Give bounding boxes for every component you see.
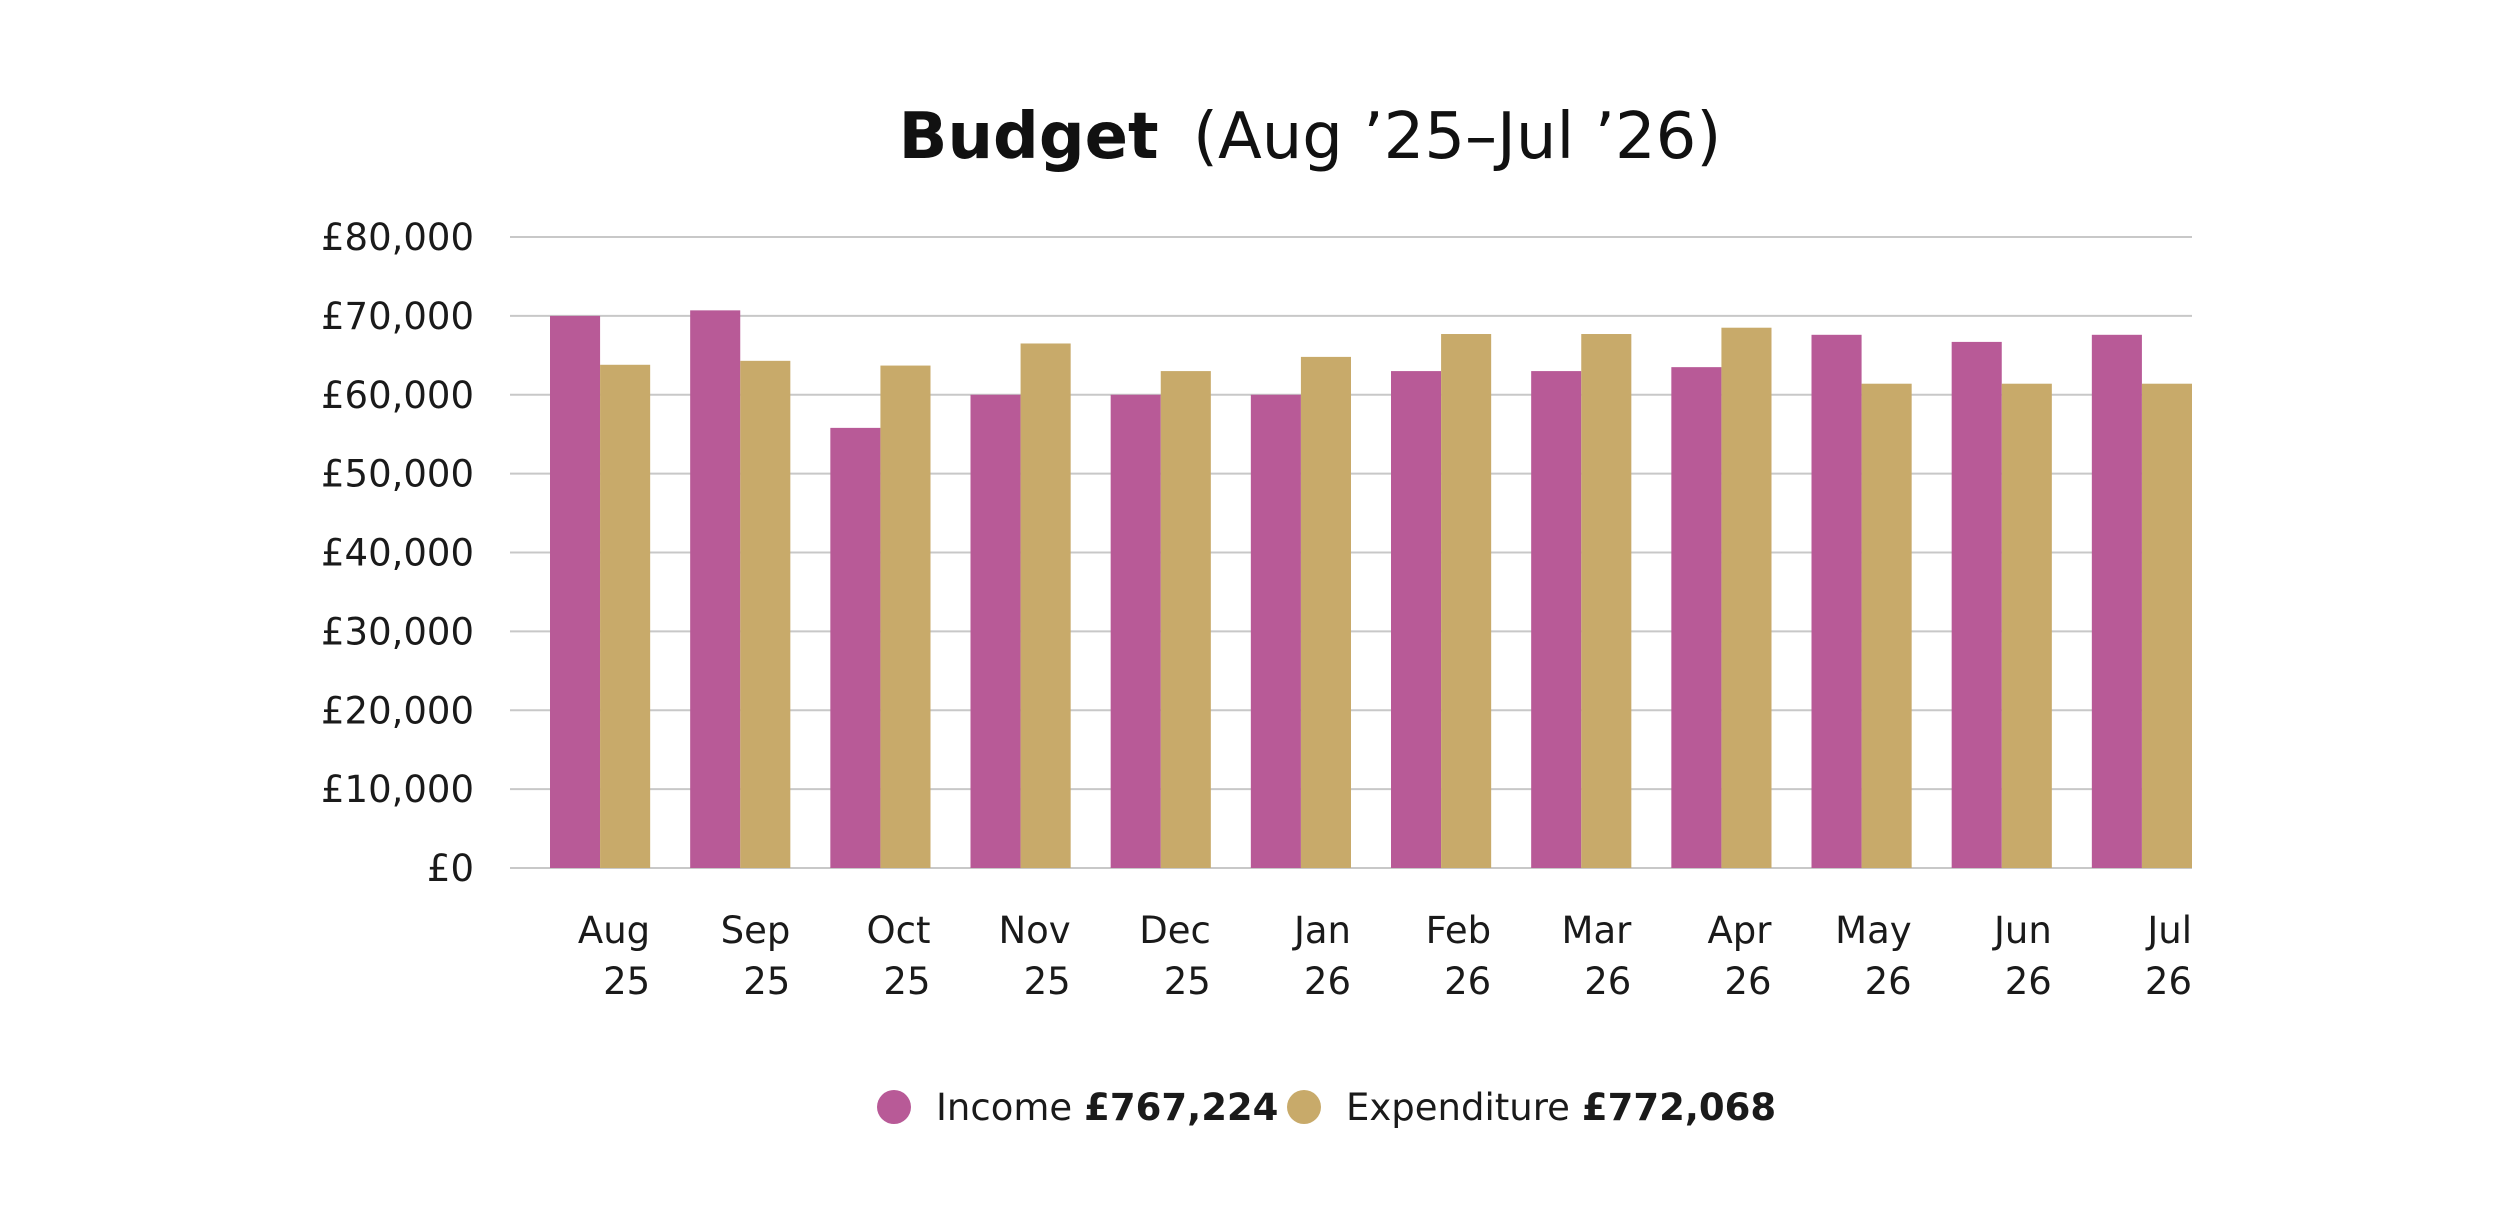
chart-title-main: Budget [899, 100, 1159, 174]
bar-expenditure [740, 360, 791, 868]
bar-income [970, 394, 1021, 868]
legend-marker-expenditure [1287, 1090, 1321, 1124]
bar-expenditure [600, 364, 651, 868]
x-tick-label: Jul 26 [2145, 909, 2192, 1003]
legend-marker-income [877, 1090, 911, 1124]
bar-expenditure [1300, 356, 1351, 868]
x-tick-label: Dec 25 [1139, 909, 1211, 1003]
x-tick-label: May 26 [1835, 909, 1912, 1003]
bar-expenditure [1160, 371, 1211, 868]
bar-expenditure [1861, 383, 1912, 868]
y-tick-label: £40,000 [321, 532, 474, 575]
x-tick-label: Apr 26 [1707, 909, 1772, 1003]
x-tick-label: Sep 25 [721, 909, 791, 1003]
bar-income [1671, 367, 1722, 868]
bar-income [690, 310, 741, 868]
bar-expenditure [880, 365, 931, 868]
bar-income [1110, 394, 1161, 868]
bars [550, 310, 2192, 868]
x-tick-label: Oct 25 [867, 909, 931, 1003]
x-tick-label: Mar 26 [1562, 909, 1633, 1003]
bar-expenditure [2141, 383, 2192, 868]
x-tick-label: Jan 26 [1292, 909, 1351, 1003]
bar-expenditure [1020, 343, 1071, 868]
bar-expenditure [1581, 334, 1632, 868]
y-tick-label: £0 [427, 847, 474, 890]
y-tick-label: £10,000 [321, 768, 474, 811]
bar-income [2091, 334, 2142, 868]
y-tick-label: £70,000 [321, 295, 474, 338]
x-tick-label: Nov 25 [998, 909, 1070, 1003]
bar-income [1951, 341, 2002, 868]
y-tick-label: £50,000 [321, 453, 474, 496]
bar-expenditure [1721, 327, 1772, 868]
bar-expenditure [2001, 383, 2052, 868]
bar-income [1531, 371, 1582, 868]
chart-title: Budget (Aug ’25–Jul ’26) [899, 100, 1722, 174]
x-tick-label: Jun 26 [1992, 909, 2052, 1003]
y-tick-label: £20,000 [321, 689, 474, 732]
bar-income [1811, 334, 1862, 868]
bar-income [1250, 394, 1301, 868]
legend: Income £767,224 Expenditure £772,068 [877, 1086, 1776, 1129]
x-tick-label: Feb 26 [1426, 909, 1492, 1003]
bar-expenditure [1441, 334, 1492, 868]
chart-title-range: (Aug ’25–Jul ’26) [1193, 100, 1721, 174]
y-tick-label: £60,000 [321, 374, 474, 417]
legend-label-income: Income £767,224 [936, 1086, 1278, 1129]
x-tick-label: Aug 25 [578, 909, 650, 1003]
bar-income [1391, 371, 1442, 868]
y-tick-label: £80,000 [321, 216, 474, 259]
x-axis-tick-labels: Aug 25 Sep 25 Oct 25 Nov 25 Dec 25 Jan 26 Feb 26 Mar 26… [578, 909, 2192, 1003]
y-tick-label: £30,000 [321, 610, 474, 653]
bar-income [830, 427, 881, 868]
bar-income [550, 315, 601, 868]
legend-label-expenditure: Expenditure £772,068 [1346, 1086, 1776, 1129]
y-axis-tick-labels: £0 £10,000 £20,000 £30,000 £40,000 £50,000 £60… [321, 216, 474, 890]
